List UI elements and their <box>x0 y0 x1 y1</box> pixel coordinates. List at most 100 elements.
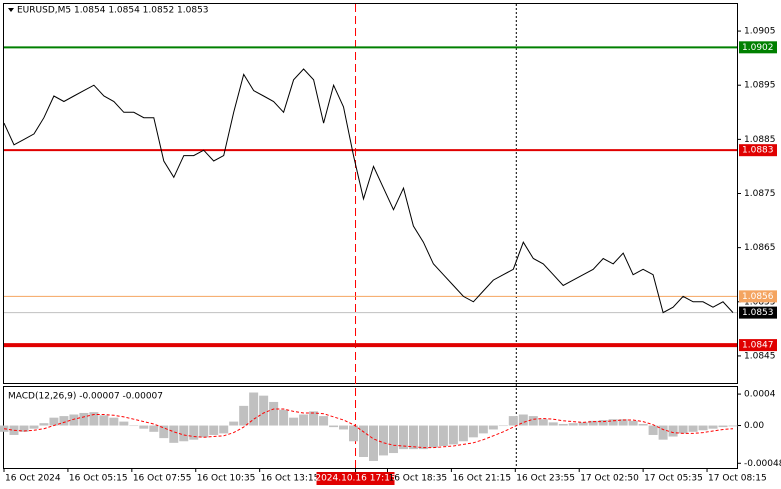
menu-arrow <box>8 8 14 12</box>
x-tick-label: 16 Oct 13:15 <box>261 474 320 484</box>
macd-bar <box>29 425 39 429</box>
macd-bar <box>598 420 608 426</box>
macd-bar <box>329 425 339 428</box>
macd-bar <box>698 425 708 431</box>
macd-bar <box>448 425 458 445</box>
macd-bar <box>678 425 688 434</box>
macd-bar <box>279 409 289 426</box>
level-label: 1.0847 <box>742 341 774 351</box>
macd-bar <box>219 425 229 434</box>
y-tick-label: 0.00 <box>744 421 764 431</box>
y-tick-label: 1.0865 <box>744 243 776 253</box>
y-tick-label: -0.00048 <box>744 459 781 469</box>
macd-bar <box>578 422 588 426</box>
macd-bar <box>89 412 99 426</box>
level-label: 1.0853 <box>742 308 774 318</box>
macd-bar <box>139 425 149 429</box>
y-tick-label: 1.0845 <box>744 351 776 361</box>
macd-bar <box>209 425 219 435</box>
macd-bar <box>359 425 369 457</box>
level-label-box <box>739 306 777 319</box>
macd-bar <box>368 425 378 461</box>
macd-bar <box>149 425 159 432</box>
macd-bar <box>688 425 698 432</box>
macd-bar <box>418 425 428 450</box>
macd-bar <box>309 411 319 426</box>
macd-bar <box>99 415 109 426</box>
macd-bar <box>388 425 398 454</box>
macd-bar <box>229 421 239 426</box>
macd-bar <box>339 425 349 430</box>
x-tick-label: 17 Oct 05:35 <box>644 474 703 484</box>
x-tick-label: 17 Oct 02:50 <box>580 474 639 484</box>
x-tick-label: 17 Oct 08:15 <box>708 474 767 484</box>
macd-bar <box>179 425 189 442</box>
macd-bar <box>129 425 139 427</box>
x-tick-label: 16 Oct 05:15 <box>69 474 128 484</box>
y-tick-label: 1.0885 <box>744 135 776 145</box>
macd-bar <box>289 417 299 426</box>
macd-bar <box>249 392 259 426</box>
macd-bar <box>69 414 79 426</box>
macd-bar <box>269 401 279 426</box>
macd-bar <box>378 425 388 456</box>
macd-bar <box>628 420 638 426</box>
macd-bar <box>588 420 598 426</box>
macd-bar <box>618 419 628 426</box>
x-tick-highlight <box>316 472 395 485</box>
macd-bar <box>199 425 209 438</box>
macd-bar <box>319 416 329 426</box>
macd-bar <box>508 416 518 426</box>
macd-bar <box>468 425 478 438</box>
x-tick-label: 16 Oct 07:55 <box>133 474 192 484</box>
x-tick-label: 16 Oct 10:35 <box>197 474 256 484</box>
x-tick-label: 16 Oct 18:35 <box>388 474 447 484</box>
macd-bar <box>718 425 728 428</box>
macd-bar <box>79 412 89 426</box>
y-tick-label: 0.0004 <box>744 390 776 400</box>
macd-bar <box>189 425 199 440</box>
x-tick-label: 2024.10.16 17:15 <box>315 474 395 484</box>
macd-bar <box>239 405 249 426</box>
macd-bar <box>518 414 528 426</box>
macd-bar <box>528 416 538 426</box>
x-tick-label: 16 Oct 2024 <box>5 474 61 484</box>
macd-bar <box>708 425 718 429</box>
y-tick-label: 1.0895 <box>744 81 776 91</box>
macd-bar <box>159 425 169 439</box>
level-label-box <box>739 144 777 157</box>
macd-bar <box>19 425 29 432</box>
macd-bar <box>59 416 69 426</box>
x-tick-label: 16 Oct 21:15 <box>452 474 511 484</box>
level-label: 1.0902 <box>742 43 774 53</box>
macd-bar <box>259 395 269 426</box>
macd-bar <box>548 422 558 426</box>
macd-bar <box>668 425 678 437</box>
macd-bar <box>478 425 488 434</box>
level-label-box <box>739 290 777 303</box>
y-tick-label: 1.0875 <box>744 189 776 199</box>
macd-bar <box>109 417 119 426</box>
macd-bar <box>638 423 648 426</box>
level-label: 1.0856 <box>742 292 774 302</box>
macd-bar <box>398 425 408 450</box>
level-label-box <box>739 41 777 54</box>
macd-bar <box>299 414 309 426</box>
level-label-box <box>739 339 777 352</box>
macd-bar <box>538 419 548 426</box>
macd-bar <box>438 425 448 446</box>
macd-bar <box>169 425 179 443</box>
macd-bar <box>488 425 498 430</box>
price-line <box>3 68 734 314</box>
macd-bar <box>498 425 508 427</box>
macd-bar <box>648 425 658 435</box>
macd-bar <box>728 425 738 427</box>
macd-bar <box>39 423 49 426</box>
macd-bar <box>349 425 359 442</box>
level-label: 1.0883 <box>742 146 774 156</box>
macd-bar <box>119 421 129 426</box>
macd-bar <box>568 423 578 426</box>
macd-title: MACD(12,26,9) -0.00007 -0.00007 <box>8 392 163 402</box>
